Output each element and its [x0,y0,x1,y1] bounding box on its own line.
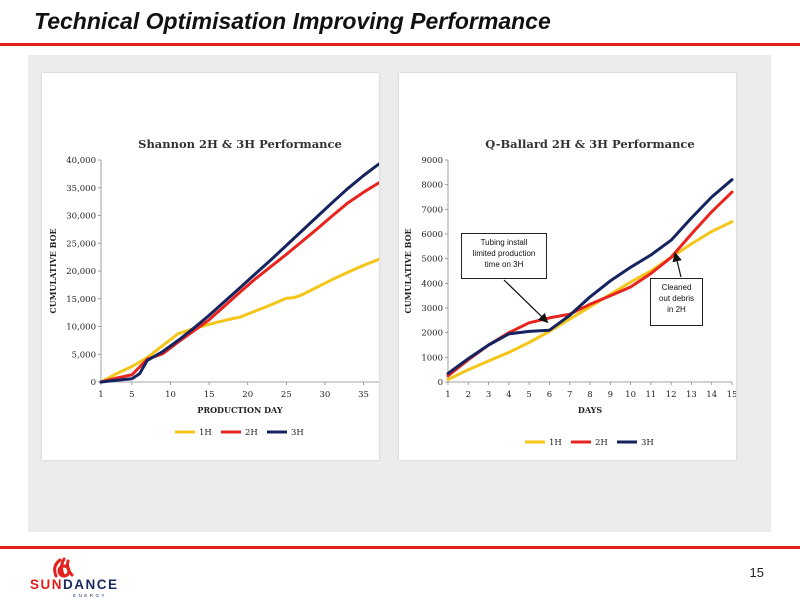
y-tick-label: 25,000 [66,239,96,249]
x-tick-label: 1 [445,390,450,400]
x-tick-label: 5 [129,390,134,400]
shannon-line-chart: Shannon 2H & 3H Performance 0 5,000 10,000 1… [48,137,379,438]
y-tick-label: 10,000 [66,323,96,333]
y-tick-label: 7000 [421,205,443,215]
y-tick-label: 40,000 [66,156,96,166]
y-tick-label: 30,000 [66,212,96,222]
q-ballard-chart-card: Q-Ballard 2H & 3H Performance 0 1000 2000 30… [399,73,736,460]
y-tick-label: 0 [438,378,443,388]
x-tick-label: 7 [567,390,572,400]
y-tick-label: 1000 [421,353,443,363]
x-tick-label: 9 [608,390,613,400]
x-tick-label: 1 [98,390,103,400]
chart-title: Q-Ballard 2H & 3H Performance [485,137,695,151]
x-tick-label: 30 [320,390,331,400]
sundance-sun-icon: SUNDANCE ENERGY [30,557,119,598]
legend-label-1H: 1H [549,438,562,448]
x-tick-label: 14 [706,390,717,400]
x-axis-label: DAYS [578,405,602,415]
series-line-1H [446,220,734,381]
chart-legend: 1H 2H 3H [175,428,304,438]
series-line-2H [99,181,379,384]
annotation-arrow-cleaned [672,251,682,278]
y-tick-label: 3000 [421,304,443,314]
x-tick-label: 3 [486,390,491,400]
y-axis-label: CUMULATIVE BOE [403,228,413,313]
x-tick-label: 5 [526,390,531,400]
series-line-3H [99,162,379,384]
series-line-3H [446,178,734,375]
x-tick-label: 15 [727,390,736,400]
page-title: Technical Optimisation Improving Perform… [34,8,551,34]
x-tick-label: 11 [645,390,656,400]
q-ballard-line-chart: Q-Ballard 2H & 3H Performance 0 1000 2000 30… [403,137,736,448]
page-number: 15 [749,565,764,580]
x-tick-label: 15 [204,390,215,400]
series-line-1H [99,257,379,384]
y-tick-label: 5,000 [72,350,96,360]
x-tick-label: 13 [686,390,697,400]
legend-label-2H: 2H [245,428,258,438]
annotation-arrow-tubing [503,279,549,324]
y-tick-label: 6000 [421,230,443,240]
y-tick-label: 4000 [421,279,443,289]
company-logo: SUNDANCE ENERGY [30,556,122,598]
x-tick-label: 10 [165,390,176,400]
x-tick-label: 10 [625,390,636,400]
legend-label-3H: 3H [641,438,654,448]
title-divider [0,43,800,46]
logo-tagline: ENERGY [73,593,107,598]
legend-label-2H: 2H [595,438,608,448]
x-tick-label: 6 [547,390,552,400]
y-tick-label: 20,000 [66,267,96,277]
x-tick-label: 4 [506,390,511,400]
logo-wordmark: SUNDANCE [30,577,119,592]
y-tick-label: 5000 [421,255,443,265]
x-tick-label: 2 [466,390,471,400]
x-tick-label: 8 [587,390,592,400]
footer-divider [0,546,800,549]
legend-label-3H: 3H [291,428,304,438]
x-tick-label: 35 [358,390,369,400]
y-tick-label: 15,000 [66,295,96,305]
chart-title: Shannon 2H & 3H Performance [138,137,342,151]
x-tick-label: 25 [281,390,292,400]
y-tick-label: 0 [91,378,96,388]
annotation-cleaned-debris: Cleaned out debris in 2H [650,278,703,326]
x-axis-label: PRODUCTION DAY [197,405,282,415]
y-tick-label: 35,000 [66,184,96,194]
chart-legend: 1H 2H 3H [525,438,654,448]
y-tick-label: 8000 [421,181,443,191]
annotation-tubing-install: Tubing install limited production time o… [461,233,547,279]
y-tick-label: 9000 [421,156,443,166]
legend-label-1H: 1H [199,428,212,438]
y-axis-label: CUMULATIVE BOE [48,228,58,313]
x-tick-label: 20 [242,390,253,400]
y-tick-label: 2000 [421,329,443,339]
shannon-chart-card: Shannon 2H & 3H Performance 0 5,000 10,000 1… [42,73,379,460]
x-tick-label: 12 [666,390,677,400]
